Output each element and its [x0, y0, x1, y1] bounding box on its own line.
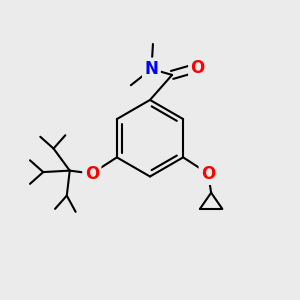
Text: O: O [85, 165, 99, 183]
Text: N: N [145, 60, 158, 78]
Text: O: O [201, 165, 215, 183]
Text: O: O [190, 59, 205, 77]
